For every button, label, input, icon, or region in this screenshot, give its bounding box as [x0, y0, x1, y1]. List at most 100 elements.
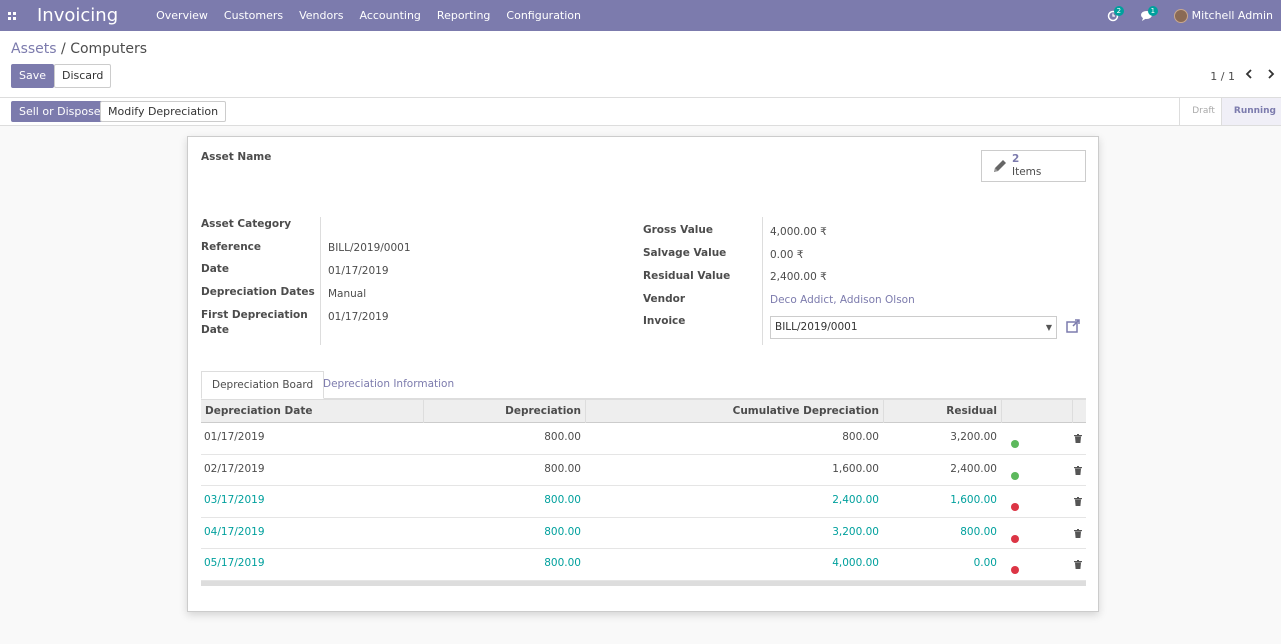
- stage-running: Running: [1220, 98, 1281, 125]
- row-depreciation: 800.00: [544, 462, 581, 475]
- vendor-link[interactable]: Deco Addict, Addison Olson: [770, 294, 915, 306]
- table-body: 01/17/2019 800.00 800.00 3,200.00 02/17/2019…: [201, 423, 1086, 581]
- chevron-left-icon: [1245, 69, 1252, 79]
- salvage-value[interactable]: 0.00 ₹: [770, 249, 804, 261]
- table-row[interactable]: 05/17/2019 800.00 4,000.00 0.00: [201, 549, 1086, 581]
- save-button[interactable]: Save: [11, 64, 55, 88]
- invoice-select-value: BILL/2019/0001: [775, 321, 858, 333]
- app-brand[interactable]: Invoicing: [37, 5, 119, 26]
- table-footer: [201, 580, 1086, 586]
- apps-menu-icon[interactable]: [1, 0, 23, 31]
- items-count: 2 Items: [1012, 153, 1042, 178]
- user-name: Mitchell Admin: [1191, 9, 1273, 22]
- row-date: 02/17/2019: [204, 462, 265, 475]
- navbar-systray: 2 1 Mitchell Admin: [1096, 0, 1281, 31]
- control-panel: Assets / Computers Save Discard 1 / 1: [0, 31, 1281, 98]
- gross-value-label: Gross Value: [643, 224, 713, 236]
- gross-value[interactable]: 4,000.00 ₹: [770, 226, 827, 238]
- first-depreciation-value[interactable]: 01/17/2019: [328, 311, 389, 323]
- menu-overview[interactable]: Overview: [156, 9, 208, 22]
- sell-dispose-button[interactable]: Sell or Dispose: [11, 101, 109, 122]
- table-row[interactable]: 04/17/2019 800.00 3,200.00 800.00: [201, 518, 1086, 550]
- vendor-label: Vendor: [643, 293, 686, 305]
- messages-badge: 1: [1147, 6, 1159, 16]
- status-bar: Sell or Dispose Modify Depreciation Draf…: [0, 98, 1281, 126]
- modify-depreciation-button[interactable]: Modify Depreciation: [100, 101, 227, 122]
- residual-value: 2,400.00 ₹: [770, 271, 827, 283]
- posted-status-dot: [1011, 440, 1019, 448]
- invoice-select[interactable]: BILL/2019/0001 ▼: [770, 316, 1057, 339]
- menu-configuration[interactable]: Configuration: [506, 9, 582, 22]
- table-row[interactable]: 01/17/2019 800.00 800.00 3,200.00: [201, 423, 1086, 455]
- pencil-icon: [988, 158, 1012, 174]
- row-depreciation: 800.00: [544, 557, 581, 570]
- header-depreciation-date[interactable]: Depreciation Date: [201, 400, 424, 423]
- row-depreciation: 800.00: [544, 431, 581, 443]
- breadcrumb-separator: /: [61, 41, 66, 57]
- avatar: [1173, 8, 1188, 23]
- header-status: [1002, 400, 1073, 423]
- row-date: 03/17/2019: [204, 494, 265, 507]
- chevron-right-icon: [1268, 69, 1275, 79]
- date-label: Date: [201, 263, 229, 275]
- row-date: 05/17/2019: [204, 557, 265, 570]
- first-depreciation-label: First Depreciation Date: [201, 309, 308, 336]
- messaging-button[interactable]: 1: [1130, 0, 1164, 31]
- delete-row-button[interactable]: [1074, 496, 1082, 509]
- pager-next-button[interactable]: [1267, 68, 1275, 82]
- row-residual: 0.00: [973, 557, 997, 570]
- table-row[interactable]: 03/17/2019 800.00 2,400.00 1,600.00: [201, 486, 1086, 518]
- discard-button[interactable]: Discard: [54, 64, 112, 88]
- header-residual[interactable]: Residual: [884, 400, 1002, 423]
- pager-previous-button[interactable]: [1245, 68, 1253, 82]
- depreciation-table: Depreciation Date Depreciation Cumulativ…: [201, 399, 1086, 586]
- activity-badge: 2: [1113, 6, 1125, 16]
- row-residual: 1,600.00: [950, 494, 997, 507]
- trash-icon: [1074, 434, 1082, 443]
- row-residual: 800.00: [960, 525, 997, 538]
- tab-depreciation-board[interactable]: Depreciation Board: [201, 371, 325, 399]
- row-date: 04/17/2019: [204, 525, 265, 538]
- salvage-value-label: Salvage Value: [643, 247, 727, 259]
- breadcrumb: Assets / Computers: [11, 41, 147, 57]
- right-group-divider: [762, 217, 763, 345]
- menu-accounting[interactable]: Accounting: [359, 9, 421, 22]
- unposted-status-dot: [1011, 566, 1019, 575]
- row-cumulative: 1,600.00: [832, 462, 879, 475]
- unposted-status-dot: [1011, 534, 1019, 543]
- pager-value[interactable]: 1 / 1: [1210, 70, 1235, 83]
- header-cumulative-depreciation[interactable]: Cumulative Depreciation: [586, 400, 884, 423]
- row-depreciation: 800.00: [544, 525, 581, 538]
- form-sheet: Asset Name 2 Items Asset Category Referen…: [187, 136, 1099, 612]
- posted-status-dot: [1011, 471, 1019, 480]
- table-header: Depreciation Date Depreciation Cumulativ…: [201, 399, 1086, 423]
- menu-vendors[interactable]: Vendors: [299, 9, 344, 22]
- menu-customers[interactable]: Customers: [223, 9, 284, 22]
- delete-row-button[interactable]: [1074, 559, 1082, 572]
- activity-button[interactable]: 2: [1096, 0, 1130, 31]
- stage-indicator: Draft Running: [1179, 98, 1281, 125]
- reference-value[interactable]: BILL/2019/0001: [328, 242, 411, 254]
- top-navbar: Invoicing Overview Customers Vendors Acc…: [0, 0, 1281, 31]
- user-menu[interactable]: Mitchell Admin: [1164, 8, 1281, 23]
- table-row[interactable]: 02/17/2019 800.00 1,600.00 2,400.00: [201, 455, 1086, 487]
- menu-reporting[interactable]: Reporting: [436, 9, 491, 22]
- header-depreciation[interactable]: Depreciation: [424, 400, 586, 423]
- items-smart-button[interactable]: 2 Items: [981, 150, 1086, 182]
- reference-label: Reference: [201, 241, 262, 253]
- external-link-button[interactable]: [1066, 319, 1081, 336]
- date-value[interactable]: 01/17/2019: [328, 265, 389, 277]
- delete-row-button[interactable]: [1074, 465, 1082, 478]
- trash-icon: [1074, 528, 1082, 538]
- trash-icon: [1074, 465, 1082, 475]
- unposted-status-dot: [1011, 503, 1019, 512]
- depreciation-dates-value[interactable]: Manual: [328, 288, 367, 300]
- delete-row-button[interactable]: [1074, 528, 1082, 541]
- breadcrumb-parent[interactable]: Assets: [11, 41, 57, 57]
- external-link-icon: [1066, 319, 1080, 333]
- delete-row-button[interactable]: [1074, 433, 1082, 446]
- row-cumulative: 3,200.00: [832, 525, 879, 538]
- tab-depreciation-information[interactable]: Depreciation Information: [323, 378, 455, 390]
- residual-value-label: Residual Value: [643, 270, 731, 282]
- main-menu: Overview Customers Vendors Accounting Re…: [148, 0, 589, 31]
